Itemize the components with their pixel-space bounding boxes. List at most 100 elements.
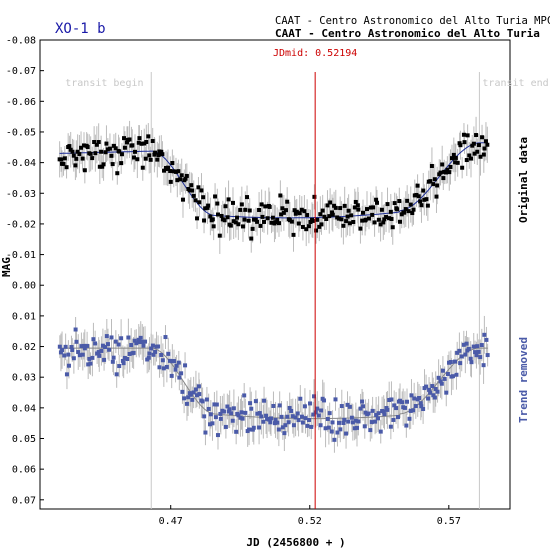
data-point-original (219, 213, 224, 218)
data-point-original (117, 149, 122, 154)
data-point-original (402, 210, 407, 215)
data-point-original (289, 219, 294, 224)
data-point-original (73, 163, 78, 168)
error-bars (59, 116, 489, 453)
data-point-original (332, 203, 337, 208)
data-point-original (338, 206, 343, 211)
transit-end-label: transit end (482, 78, 548, 89)
data-point-trend-removed (179, 371, 184, 376)
y-tick-label: 0.02 (12, 342, 36, 353)
data-point-original (250, 226, 255, 231)
data-point-trend-removed (261, 419, 266, 424)
data-point-original (453, 160, 458, 165)
data-point-trend-removed (335, 430, 340, 435)
data-point-trend-removed (329, 429, 334, 434)
data-point-original (330, 210, 335, 215)
data-point-original (103, 150, 108, 155)
data-point-original (131, 155, 136, 160)
data-point-trend-removed (289, 408, 294, 413)
data-point-original (300, 224, 305, 229)
data-point-trend-removed (182, 396, 187, 401)
data-point-original (291, 232, 296, 237)
data-point-trend-removed (407, 416, 412, 421)
data-point-original (465, 133, 470, 138)
data-point-trend-removed (305, 423, 310, 428)
data-point-original (347, 221, 352, 226)
data-point-original (424, 197, 429, 202)
data-point-trend-removed (88, 361, 93, 366)
y-tick-label: 0.04 (12, 403, 36, 414)
data-point-original (281, 210, 286, 215)
data-point-trend-removed (316, 413, 321, 418)
y-tick-label: -0.08 (6, 36, 36, 47)
data-point-original (397, 219, 402, 224)
data-point-trend-removed (255, 411, 260, 416)
x-tick-label: 0.47 (159, 516, 183, 527)
data-point-original (418, 199, 423, 204)
data-points (57, 132, 490, 442)
data-point-trend-removed (164, 364, 169, 369)
data-point-trend-removed (459, 354, 464, 359)
data-point-original (107, 146, 112, 151)
data-point-trend-removed (302, 404, 307, 409)
data-point-trend-removed (471, 344, 476, 349)
data-point-original (160, 152, 165, 157)
data-point-trend-removed (248, 401, 253, 406)
data-point-trend-removed (419, 404, 424, 409)
data-point-original (280, 206, 285, 211)
data-point-original (339, 217, 344, 222)
data-point-original (421, 188, 426, 193)
data-point-original (406, 209, 411, 214)
data-point-trend-removed (82, 346, 87, 351)
data-point-original (215, 201, 220, 206)
data-point-original (100, 164, 105, 169)
data-point-original (403, 207, 408, 212)
data-point-original (318, 212, 323, 217)
data-point-original (315, 217, 320, 222)
data-point-trend-removed (177, 375, 182, 380)
data-point-trend-removed (350, 420, 355, 425)
legend-original-data: Original data (517, 137, 530, 223)
data-point-original (306, 224, 311, 229)
data-point-original (62, 156, 67, 161)
data-point-trend-removed (412, 396, 417, 401)
data-point-original (299, 207, 304, 212)
data-point-trend-removed (291, 423, 296, 428)
data-point-original (238, 207, 243, 212)
data-point-original (482, 146, 487, 151)
data-point-original (460, 165, 465, 170)
data-point-trend-removed (97, 353, 102, 358)
data-point-trend-removed (114, 372, 119, 377)
data-point-original (243, 207, 248, 212)
data-point-original (236, 222, 241, 227)
data-point-original (253, 217, 258, 222)
data-point-trend-removed (71, 356, 76, 361)
data-point-original (205, 205, 210, 210)
plot-frame (39, 39, 511, 510)
data-point-trend-removed (287, 405, 292, 410)
data-point-original (110, 162, 115, 167)
data-point-original (263, 204, 268, 209)
data-point-original (444, 170, 449, 175)
data-point-original (195, 216, 200, 221)
data-point-trend-removed (91, 337, 96, 342)
data-point-original (381, 220, 386, 225)
data-point-trend-removed (275, 420, 280, 425)
data-point-original (273, 220, 278, 225)
data-point-trend-removed (227, 407, 232, 412)
data-point-trend-removed (249, 406, 254, 411)
data-point-trend-removed (330, 420, 335, 425)
data-point-original (178, 177, 183, 182)
data-point-trend-removed (150, 343, 155, 348)
data-point-trend-removed (361, 404, 366, 409)
data-point-trend-removed (391, 417, 396, 422)
data-point-trend-removed (131, 350, 136, 355)
data-point-trend-removed (186, 395, 191, 400)
data-point-trend-removed (268, 416, 273, 421)
data-point-trend-removed (463, 352, 468, 357)
data-point-trend-removed (458, 361, 463, 366)
data-point-trend-removed (396, 415, 401, 420)
data-point-trend-removed (215, 433, 220, 438)
data-point-trend-removed (436, 375, 441, 380)
data-point-original (191, 193, 196, 198)
